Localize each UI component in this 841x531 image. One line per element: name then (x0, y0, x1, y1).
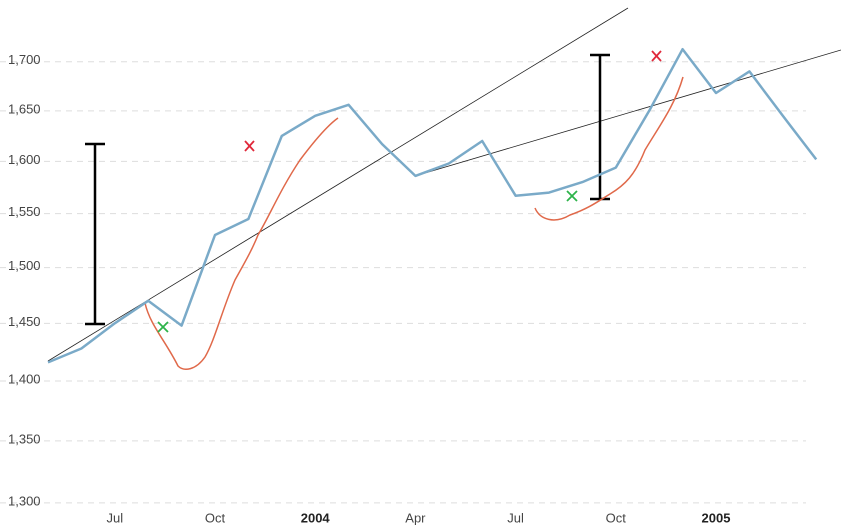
red-curve (144, 117, 339, 370)
y-tick-label: 1,400 (8, 371, 41, 386)
y-tick-label: 1,700 (8, 52, 41, 67)
y-tick-label: 1,300 (8, 493, 41, 508)
range-bar (85, 142, 105, 326)
y-tick-label: 1,550 (8, 204, 41, 219)
y-tick-label: 1,500 (8, 258, 41, 273)
trend-line (47, 7, 629, 362)
x-marker (157, 190, 578, 333)
y-tick-label: 1,600 (8, 152, 41, 167)
x-tick-label: Apr (405, 510, 426, 525)
grid (0, 61, 806, 504)
x-tick-label: Oct (606, 510, 627, 525)
x-tick-label: 2005 (702, 510, 731, 525)
trend-line (414, 49, 841, 177)
x-tick-label: Oct (205, 510, 226, 525)
y-tick-label: 1,350 (8, 431, 41, 446)
x-tick-label: Jul (106, 510, 123, 525)
red-curve (534, 76, 684, 221)
x-tick-label: 2004 (301, 510, 331, 525)
price-line (47, 47, 818, 364)
x-marker (244, 50, 662, 152)
x-tick-label: Jul (507, 510, 524, 525)
y-tick-label: 1,450 (8, 314, 41, 329)
y-tick-label: 1,650 (8, 101, 41, 116)
